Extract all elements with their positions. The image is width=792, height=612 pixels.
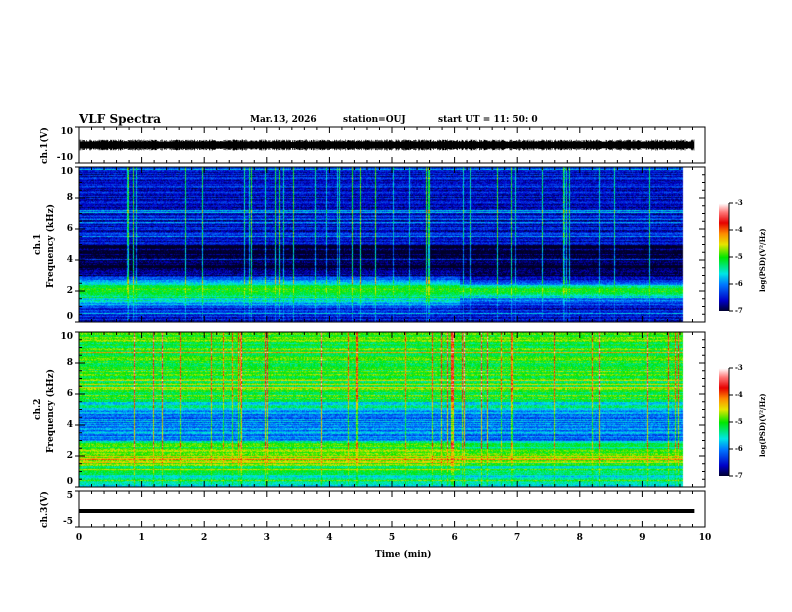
y-tick-label: 6 (67, 389, 73, 399)
colorbar-tick-label: -3 (735, 198, 743, 207)
y-tick-label: 8 (67, 358, 73, 368)
y-tick-label: 4 (67, 420, 73, 430)
colorbar-tick-label: -3 (735, 363, 743, 372)
ch1-ylabel: ch.1(V) (40, 127, 50, 164)
y-tick-label: 5 (67, 491, 73, 501)
y-tick-label: -10 (57, 153, 73, 163)
y-tick-label: 10 (60, 332, 73, 342)
ch1-spec-ylabel-2: Frequency (kHz) (46, 204, 56, 288)
colorbar-tick-label: -5 (735, 252, 743, 261)
colorbar-tick-label: -4 (735, 390, 743, 399)
x-tick-label: 0 (76, 533, 82, 543)
x-tick-label: 10 (699, 533, 712, 543)
y-tick-label: 2 (67, 451, 73, 461)
x-tick-label: 9 (639, 533, 645, 543)
vlf-spectra-figure: VLF Spectra Mar.13, 2026 station=OUJ sta… (0, 0, 792, 612)
axes-layer (0, 0, 792, 612)
y-tick-label: 0 (67, 477, 73, 487)
y-tick-label: -5 (63, 517, 73, 527)
y-tick-label: 6 (67, 224, 73, 234)
panel-frame-1 (79, 167, 705, 322)
panel-frame-2 (79, 332, 705, 487)
ch2-spec-ylabel-1: ch.2 (33, 399, 43, 420)
ch3-ylabel: ch.3(V) (40, 491, 50, 528)
colorbar-ch1-label: log(PSD)(V²/Hz) (758, 228, 767, 292)
y-tick-label: 8 (67, 193, 73, 203)
x-tick-label: 7 (514, 533, 520, 543)
ch1-waveform-trace (80, 140, 694, 151)
colorbar-tick-label: -4 (735, 225, 743, 234)
y-tick-label: 0 (67, 312, 73, 322)
x-axis-label: Time (min) (375, 550, 432, 560)
colorbar-tick-label: -6 (735, 279, 743, 288)
ch2-spec-ylabel-2: Frequency (kHz) (46, 369, 56, 453)
x-tick-label: 1 (138, 533, 144, 543)
colorbar-ch2-label: log(PSD)(V²/Hz) (758, 393, 767, 457)
y-tick-label: 10 (60, 167, 73, 177)
x-tick-label: 3 (264, 533, 270, 543)
y-tick-label: 10 (60, 127, 73, 137)
x-tick-label: 6 (451, 533, 457, 543)
y-tick-label: 2 (67, 286, 73, 296)
x-tick-label: 5 (389, 533, 395, 543)
ch1-spec-ylabel-1: ch.1 (33, 234, 43, 255)
colorbar-tick-label: -6 (735, 444, 743, 453)
x-tick-label: 8 (577, 533, 583, 543)
x-tick-label: 2 (201, 533, 207, 543)
y-tick-label: 4 (67, 255, 73, 265)
x-tick-label: 4 (326, 533, 332, 543)
colorbar-tick-label: -5 (735, 417, 743, 426)
colorbar-tick-label: -7 (735, 306, 743, 315)
colorbar-tick-label: -7 (735, 471, 743, 480)
